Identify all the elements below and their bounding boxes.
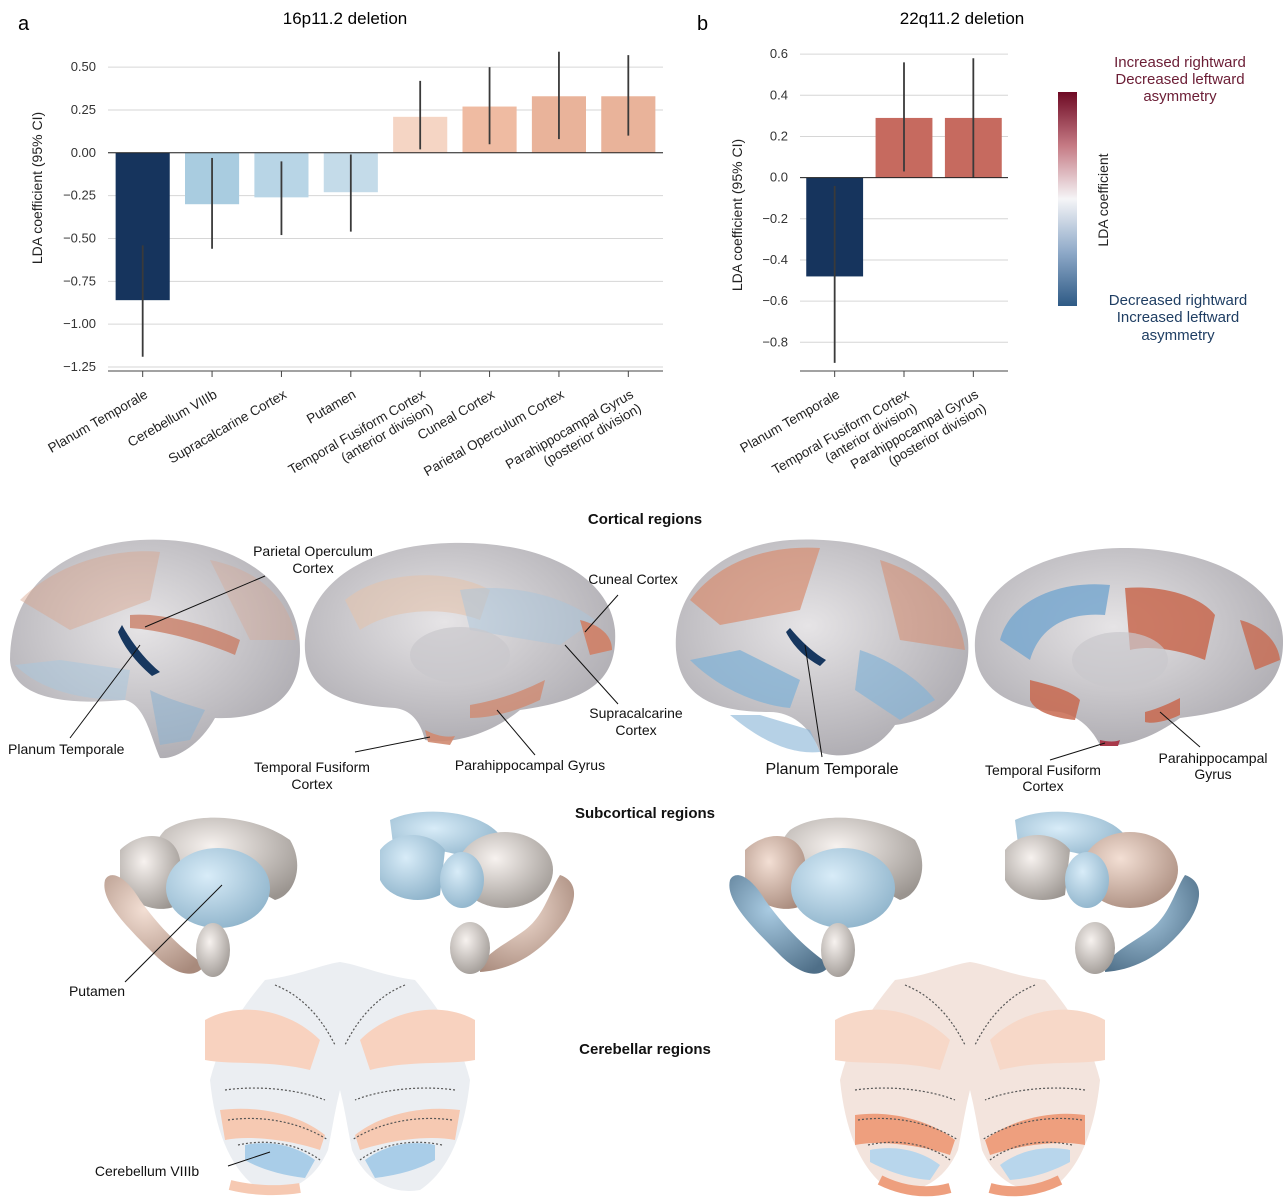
subcortical-16p-left bbox=[104, 817, 298, 977]
y-tick-label: 0.25 bbox=[71, 102, 96, 117]
chart-a-title: 16p11.2 deletion bbox=[283, 9, 407, 28]
y-tick-label: −0.8 bbox=[762, 334, 788, 349]
legend-bottom-line2: Increased leftward bbox=[1117, 309, 1240, 326]
y-tick-label: −0.25 bbox=[63, 188, 96, 203]
y-tick-label: −0.6 bbox=[762, 293, 788, 308]
y-tick-label: 0.00 bbox=[71, 145, 96, 160]
anno-temporal-fusiform-right-2: Cortex bbox=[1022, 778, 1063, 794]
arrow-supracalcarine bbox=[564, 644, 619, 705]
y-tick-label: 0.6 bbox=[770, 46, 788, 61]
anno-temporal-fusiform-left-1: Temporal Fusiform bbox=[254, 759, 370, 775]
y-tick-label: −1.00 bbox=[63, 316, 96, 331]
anno-planum-temporale-right: Planum Temporale bbox=[765, 761, 898, 778]
x-tick-label: Parahippocampal Gyrus(posterior division… bbox=[503, 386, 644, 485]
chart-a-ylabel: LDA coefficient (95% CI) bbox=[29, 112, 45, 264]
legend-top-line3: asymmetry bbox=[1143, 88, 1217, 105]
colorbar bbox=[1058, 92, 1077, 306]
section-cortical-title: Cortical regions bbox=[588, 511, 702, 528]
x-tick-label: Putamen bbox=[304, 387, 358, 427]
y-tick-label: −0.50 bbox=[63, 230, 96, 245]
x-tick-label-line: Supracalcarine Cortex bbox=[166, 386, 289, 466]
section-cerebellar-title: Cerebellar regions bbox=[579, 1041, 711, 1058]
anno-supracalcarine-2: Cortex bbox=[615, 722, 656, 738]
anno-temporal-fusiform-left-2: Cortex bbox=[291, 776, 332, 792]
brain-22q-lateral bbox=[675, 539, 969, 756]
chart-b-bars bbox=[800, 58, 1008, 363]
brain-16p-medial bbox=[304, 542, 616, 745]
anno-parahippocampal-left: Parahippocampal Gyrus bbox=[455, 757, 605, 773]
y-tick-label: 0.0 bbox=[770, 170, 788, 185]
anno-cerebellum-viiib: Cerebellum VIIIb bbox=[95, 1163, 199, 1179]
x-tick-label: Temporal Fusiform Cortex(anterior divisi… bbox=[286, 386, 436, 491]
section-subcortical-title: Subcortical regions bbox=[575, 805, 715, 822]
y-tick-label: −0.4 bbox=[762, 252, 788, 267]
y-tick-label: 0.4 bbox=[770, 87, 788, 102]
colorbar-legend: Increased rightward Decreased leftward a… bbox=[1058, 54, 1247, 344]
legend-top-line2: Decreased leftward bbox=[1115, 71, 1244, 88]
subcortical-annotations: Putamen bbox=[69, 884, 223, 999]
arrow-parahippocampal-right bbox=[1159, 711, 1201, 748]
subcortical-22q-right bbox=[1005, 811, 1200, 974]
y-tick-label: 0.2 bbox=[770, 128, 788, 143]
arrow-putamen bbox=[124, 884, 223, 983]
cerebellar-annotations: Cerebellum VIIIb bbox=[95, 1151, 271, 1179]
anno-parietal-operculum-2: Cortex bbox=[292, 560, 333, 576]
y-tick-label: −0.75 bbox=[63, 273, 96, 288]
chart-b-grid: 0.6 0.4 0.2 0.0 −0.2 −0.4 −0.6 −0.8 bbox=[762, 46, 1008, 372]
arrow-temporal-fusiform-left bbox=[354, 736, 431, 753]
anno-putamen: Putamen bbox=[69, 983, 125, 999]
arrow-cuneal bbox=[584, 594, 619, 633]
brain-16p-lateral bbox=[10, 539, 300, 759]
y-tick-label: −1.25 bbox=[63, 359, 96, 374]
arrow-parahippocampal-left bbox=[496, 709, 536, 756]
brain-22q-medial bbox=[974, 547, 1284, 746]
chart-b-title: 22q11.2 deletion bbox=[900, 9, 1024, 28]
legend-top-line1: Increased rightward bbox=[1114, 54, 1246, 71]
arrow-planum-temporale-left bbox=[69, 644, 141, 739]
cerebellum-16p bbox=[205, 962, 475, 1196]
arrow-planum-temporale-right bbox=[804, 644, 823, 758]
subcortical-22q-left bbox=[729, 817, 923, 977]
arrow-cerebellum-viiib bbox=[227, 1151, 271, 1167]
arrow-temporal-fusiform-right bbox=[1049, 742, 1106, 761]
chart-b-ylabel: LDA coefficient (95% CI) bbox=[729, 139, 745, 291]
chart-a-bars bbox=[108, 51, 663, 357]
anno-parietal-operculum-1: Parietal Operculum bbox=[253, 543, 373, 559]
anno-parahippocampal-right-1: Parahippocampal bbox=[1159, 750, 1268, 766]
x-tick-label-line: Putamen bbox=[304, 387, 358, 427]
anno-cuneal: Cuneal Cortex bbox=[588, 571, 678, 587]
cerebellum-22q bbox=[835, 962, 1105, 1197]
x-tick-label: Supracalcarine Cortex bbox=[166, 386, 289, 466]
legend-bottom-line1: Decreased rightward bbox=[1109, 292, 1247, 309]
colorbar-label: LDA coefficient bbox=[1095, 153, 1111, 246]
y-tick-label: 0.50 bbox=[71, 59, 96, 74]
anno-parahippocampal-right-2: Gyrus bbox=[1194, 766, 1231, 782]
subcortical-16p-right bbox=[380, 811, 575, 974]
chart-a-grid: 0.50 0.25 0.00 −0.25 −0.50 −0.75 −1.00 −1.25 bbox=[63, 59, 663, 374]
cortical-annotations: Parietal Operculum Cortex Planum Tempora… bbox=[8, 543, 1267, 794]
panel-a-letter: a bbox=[18, 13, 30, 35]
chart-22q11-2: 22q11.2 deletion LDA coefficient (95% CI… bbox=[729, 9, 1024, 477]
anno-supracalcarine-1: Supracalcarine bbox=[589, 705, 683, 721]
anno-temporal-fusiform-right-1: Temporal Fusiform bbox=[985, 762, 1101, 778]
anno-planum-temporale-left: Planum Temporale bbox=[8, 741, 125, 757]
panel-b-letter: b bbox=[697, 13, 708, 35]
y-tick-label: −0.2 bbox=[762, 211, 788, 226]
arrow-parietal-operculum bbox=[144, 575, 266, 628]
chart-16p11-2: 16p11.2 deletion LDA coefficient (95% CI… bbox=[29, 9, 663, 491]
legend-bottom-line3: asymmetry bbox=[1141, 327, 1215, 344]
